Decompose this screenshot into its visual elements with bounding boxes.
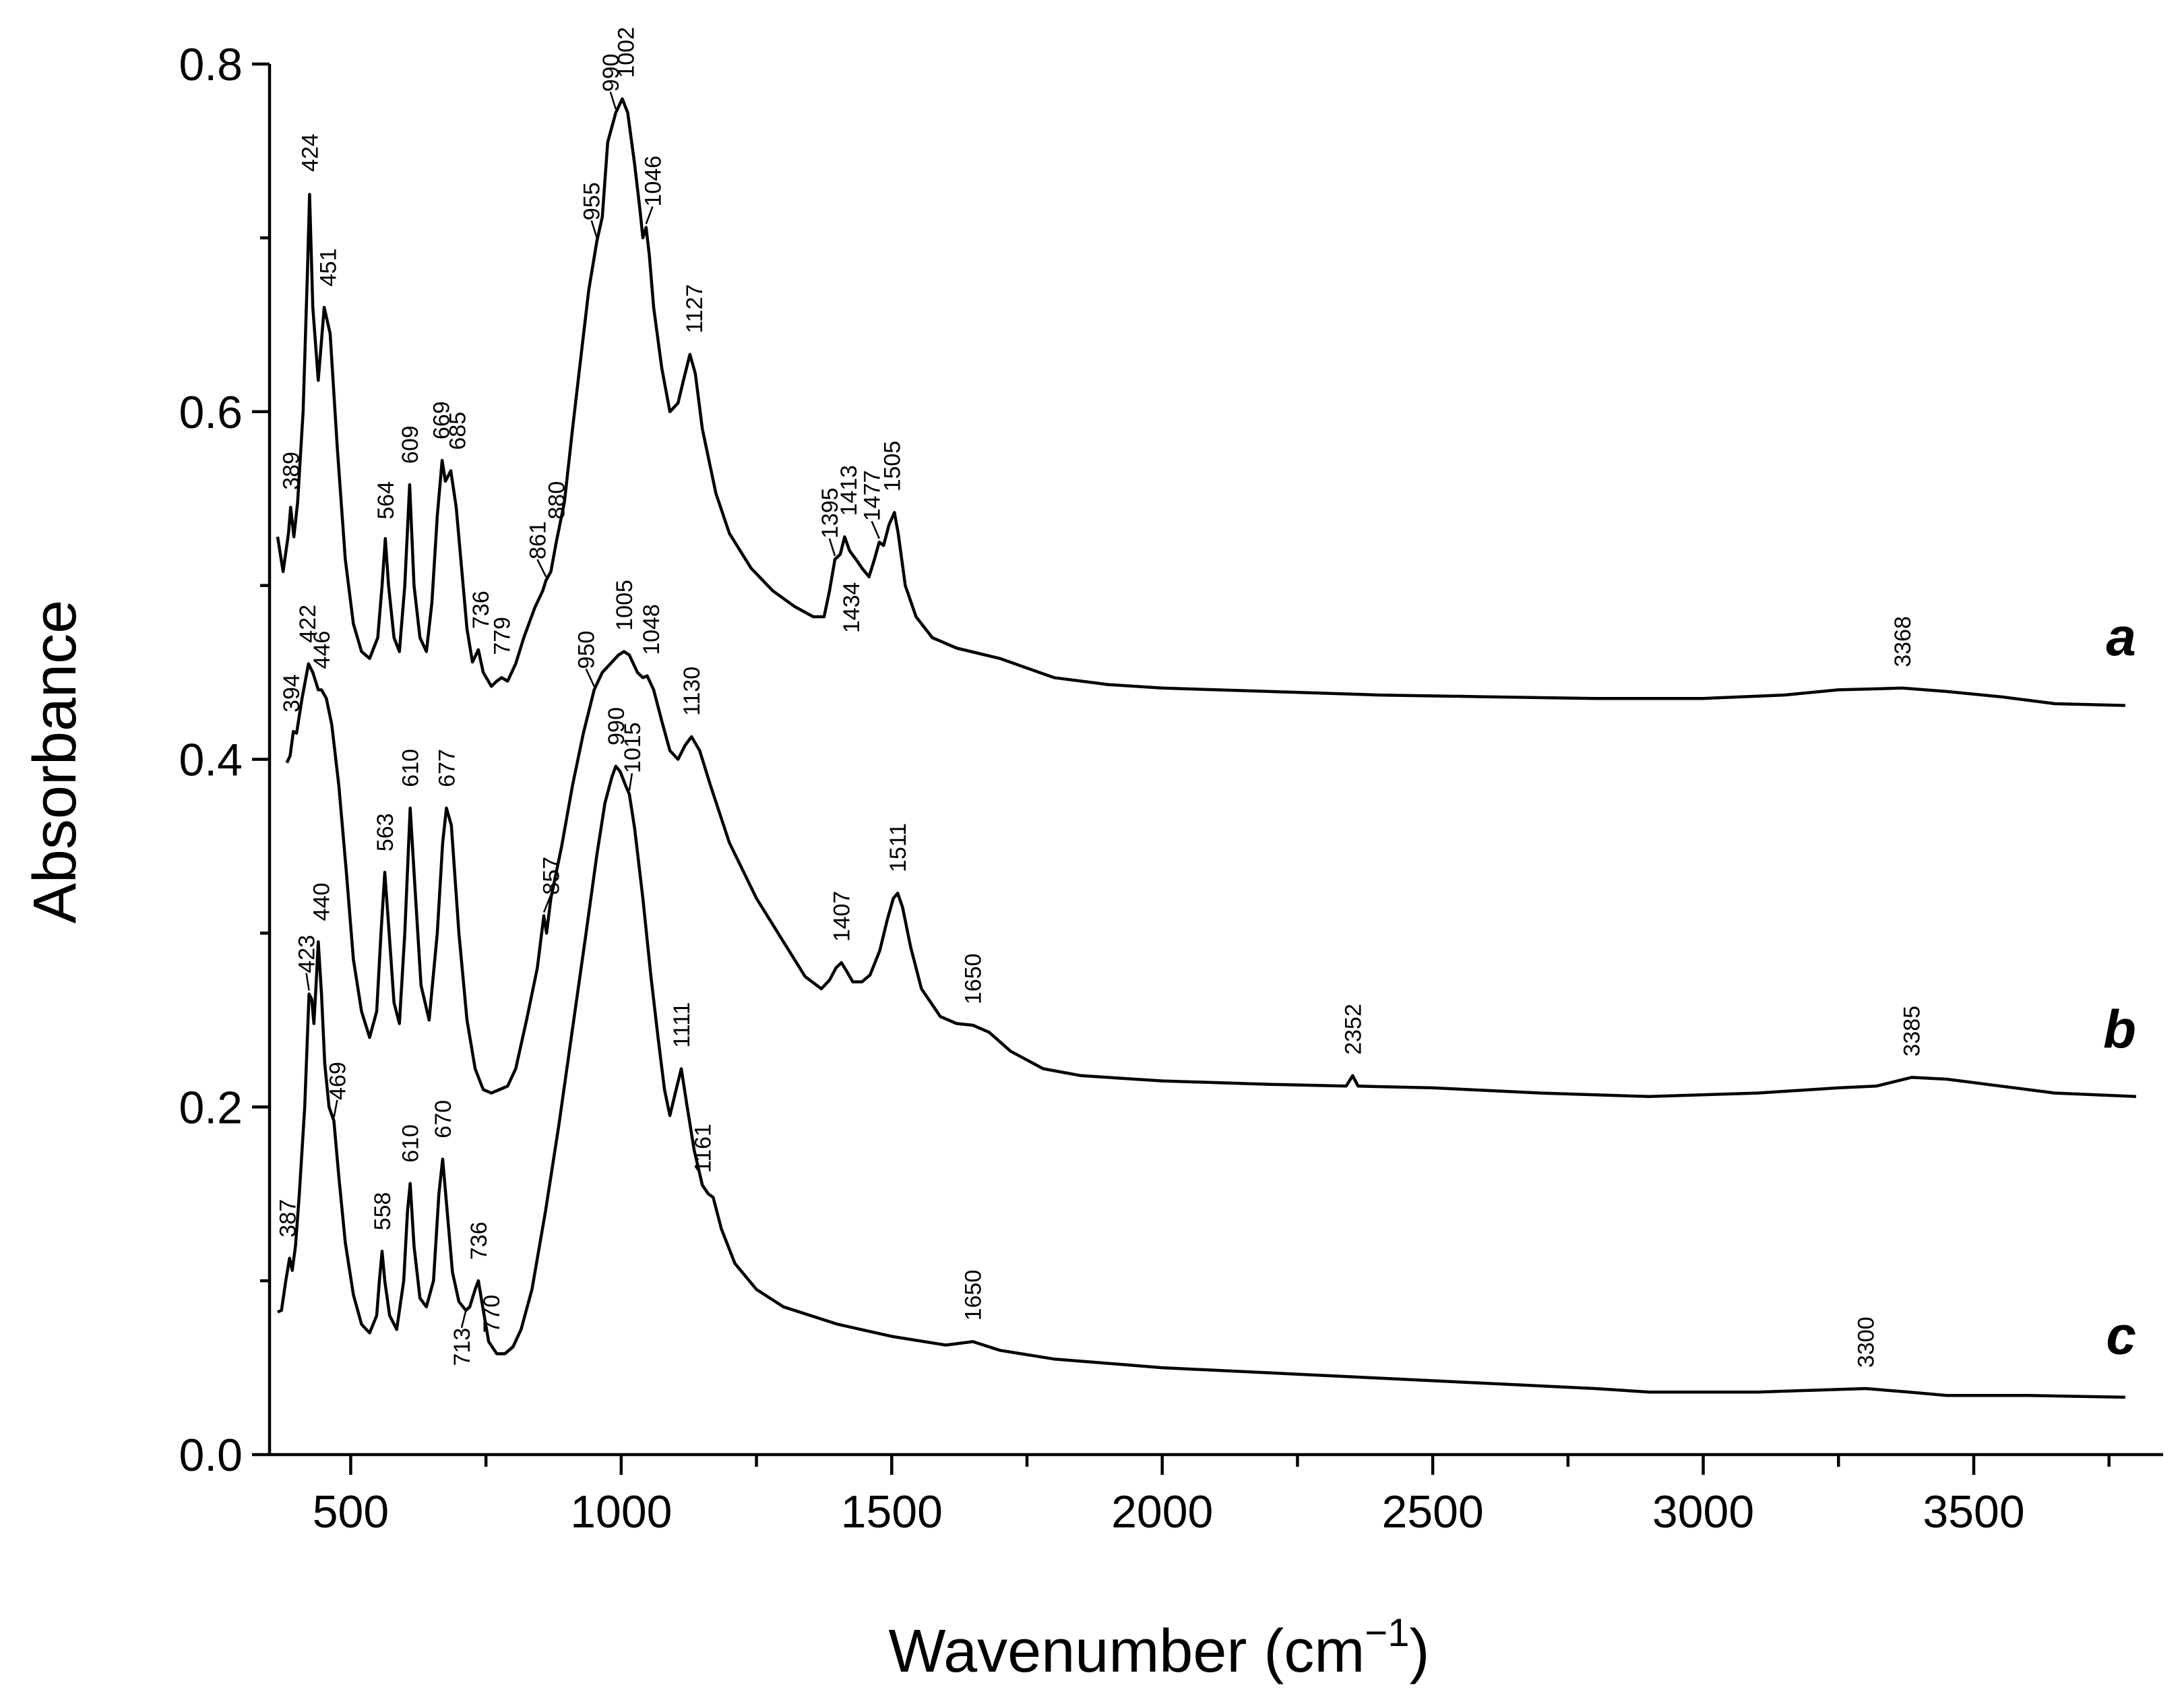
series-tag-b: b — [2103, 1000, 2136, 1060]
peak-leader — [460, 1310, 467, 1329]
x-tick-label: 3000 — [1652, 1486, 1754, 1538]
peak-label: 387 — [275, 1199, 301, 1238]
y-tick-label: 0.8 — [179, 39, 243, 90]
peak-annotations: 3894244515646096696857367798618809559901… — [275, 27, 1925, 1368]
peak-leader — [645, 206, 654, 224]
peak-label: 1111 — [669, 1002, 695, 1048]
peak-label: 3300 — [1853, 1316, 1879, 1368]
peak-label: 736 — [468, 590, 494, 629]
peak-label: 770 — [479, 1295, 505, 1333]
axes — [268, 64, 2163, 1457]
y-tick-label: 0.2 — [179, 1082, 243, 1133]
peak-leader — [871, 520, 880, 539]
peak-label: 950 — [574, 631, 600, 669]
peak-label: 880 — [544, 481, 570, 520]
peak-label: 558 — [370, 1192, 396, 1231]
y-tick-label: 0.0 — [179, 1430, 243, 1481]
peak-label: 670 — [431, 1100, 456, 1138]
peak-label: 440 — [309, 883, 334, 921]
peak-label: 1407 — [830, 891, 855, 942]
x-tick-label: 3500 — [1923, 1486, 2024, 1538]
series-tags: a b c — [2103, 607, 2136, 1366]
peak-label: 1130 — [679, 667, 705, 716]
peak-label: 955 — [580, 182, 605, 220]
y-tick-label: 0.4 — [179, 735, 243, 786]
x-ticks: 500 1000 1500 2000 2500 3000 3500 — [313, 1455, 2111, 1538]
series-tag-c: c — [2106, 1305, 2136, 1365]
peak-label: 1046 — [640, 156, 666, 207]
x-tick-label: 2000 — [1111, 1486, 1213, 1538]
peak-label: 1395 — [817, 487, 843, 539]
peak-label: 1511 — [885, 823, 911, 872]
y-ticks: 0.0 0.2 0.4 0.6 0.8 — [179, 39, 270, 1481]
peak-label: 422 — [295, 605, 321, 643]
peak-label: 685 — [445, 412, 471, 450]
peak-label: 1161 — [690, 1124, 716, 1173]
peak-label: 469 — [325, 1062, 350, 1100]
peak-label: 2352 — [1340, 1004, 1366, 1055]
peak-label: 1413 — [836, 465, 862, 516]
x-tick-label: 2500 — [1382, 1486, 1484, 1538]
series-line-c — [277, 764, 2125, 1399]
peak-label: 564 — [373, 481, 399, 520]
peak-label: 1002 — [613, 27, 639, 78]
peak-label: 1650 — [961, 953, 987, 1004]
series-line-a — [276, 97, 2125, 707]
peak-leader — [628, 772, 633, 791]
peak-leader — [542, 894, 552, 913]
peak-label: 677 — [434, 749, 460, 787]
x-tick-label: 500 — [313, 1486, 389, 1538]
x-axis-title-sup: −1 — [1365, 1611, 1409, 1655]
peak-label: 1005 — [612, 580, 637, 631]
peak-leader — [333, 1099, 338, 1118]
x-axis-title: Wavenumber (cm−1) — [889, 1611, 1430, 1685]
peak-leader — [536, 559, 547, 578]
y-axis-title: Absorbance — [22, 600, 89, 923]
peak-label: 779 — [489, 617, 515, 655]
x-axis-title-close: ) — [1409, 1618, 1429, 1685]
series-layer — [276, 97, 2136, 1399]
peak-label: 861 — [525, 521, 551, 559]
peak-label: 563 — [373, 813, 398, 851]
peak-label: 610 — [398, 749, 424, 787]
peak-label: 1505 — [879, 441, 905, 492]
peak-leader — [305, 973, 310, 991]
y-tick-label: 0.6 — [179, 387, 243, 438]
peak-label: 1650 — [961, 1270, 987, 1321]
x-tick-label: 1500 — [841, 1486, 943, 1538]
peak-leader — [828, 538, 836, 557]
peak-label: 446 — [309, 631, 335, 669]
peak-label: 424 — [297, 133, 323, 172]
x-axis-title-main: Wavenumber (cm — [889, 1618, 1365, 1685]
series-tag-a: a — [2106, 607, 2136, 667]
peak-label: 669 — [429, 401, 455, 439]
peak-label: 1127 — [682, 284, 708, 334]
peak-label: 394 — [279, 674, 305, 712]
series-line-b — [285, 650, 2136, 1099]
peak-label: 389 — [278, 452, 304, 490]
peak-label: 610 — [398, 1124, 424, 1163]
peak-leader — [609, 91, 617, 110]
peak-label: 1048 — [639, 604, 664, 655]
peak-label: 1015 — [620, 722, 646, 773]
peak-label: 609 — [398, 425, 423, 464]
peak-leader — [590, 220, 598, 239]
peak-label: 3385 — [1900, 1006, 1925, 1057]
peak-label: 990 — [604, 707, 629, 746]
peak-label: 713 — [449, 1328, 475, 1366]
peak-label: 857 — [539, 857, 565, 895]
peak-label: 1434 — [839, 582, 865, 634]
x-tick-label: 1000 — [570, 1486, 672, 1538]
peak-label: 736 — [466, 1221, 492, 1260]
peak-label: 3368 — [1890, 616, 1916, 667]
peak-label: 1477 — [860, 470, 885, 522]
peak-label: 990 — [598, 54, 624, 92]
peak-leader — [585, 668, 595, 687]
peak-label: 423 — [294, 935, 320, 973]
peak-label: 451 — [316, 248, 342, 286]
